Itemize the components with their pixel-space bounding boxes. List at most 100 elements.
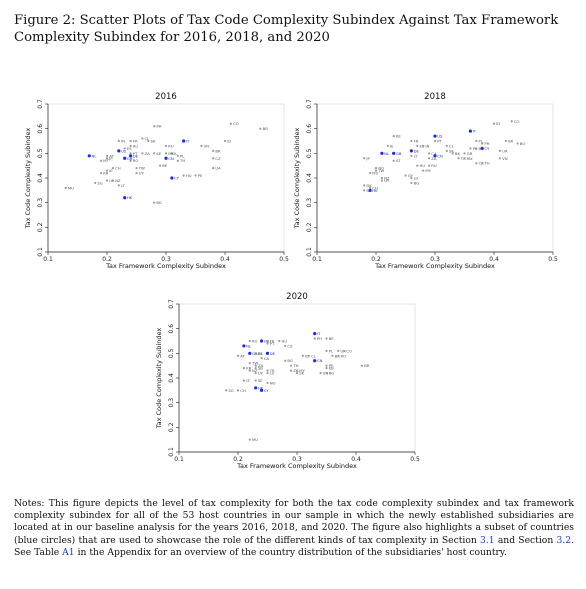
- notes-text-4: in the Appendix for an overview of the c…: [74, 546, 507, 558]
- point-label-kr: KR: [246, 366, 251, 371]
- data-point-ch: [369, 186, 372, 189]
- point-label-pt: PT: [270, 341, 275, 346]
- data-point-it: [313, 332, 317, 336]
- data-point-my: [295, 369, 299, 372]
- data-point-kr: [100, 171, 103, 175]
- x-tick-label: 0.2: [371, 256, 381, 263]
- data-point-us: [117, 149, 121, 153]
- point-label-mx: MX: [168, 151, 174, 156]
- data-point-tw: [248, 362, 251, 365]
- data-point-pt: [129, 152, 132, 155]
- data-point-mx: [164, 152, 168, 155]
- data-point-us: [260, 339, 264, 343]
- point-label-co: CO: [233, 121, 239, 126]
- data-point-hk: [123, 196, 127, 200]
- y-tick-label: 0.6: [37, 124, 44, 134]
- point-label-lt: LT: [121, 183, 126, 188]
- point-label-tw: TW: [377, 168, 384, 173]
- data-point-ua: [498, 149, 501, 152]
- point-label-cl: CL: [145, 136, 151, 141]
- data-point-bk: [451, 152, 454, 155]
- point-label-ru: RU: [168, 143, 174, 148]
- point-label-id: ID: [496, 121, 500, 126]
- data-point-in: [422, 144, 425, 148]
- point-label-hu: HU: [186, 173, 192, 178]
- point-label-tw: TW: [138, 166, 145, 171]
- notes-text-1: Notes: This figure depicts the level of …: [14, 498, 574, 546]
- point-label-cy: CY: [174, 176, 180, 181]
- point-label-id: ID: [305, 353, 309, 358]
- data-point-ru: [164, 144, 168, 148]
- data-point-tr: [457, 157, 460, 160]
- x-axis-label: Tax Framework Complexity Subindex: [105, 262, 226, 270]
- point-label-kr: KR: [103, 171, 108, 176]
- point-label-cn: CN: [317, 358, 323, 363]
- point-label-ph: PH: [317, 336, 322, 341]
- x-tick-label: 0.3: [292, 456, 302, 463]
- section-ref-3-2[interactable]: 3.2: [556, 534, 572, 546]
- point-label-dk: DK: [366, 183, 372, 188]
- data-point-lt: [117, 184, 120, 187]
- point-label-be: BE: [162, 163, 168, 168]
- data-point-mx: [463, 157, 466, 160]
- x-axis-label: Tax Framework Complexity Subindex: [236, 462, 357, 470]
- point-label-ca: CA: [431, 151, 437, 156]
- data-point-cl: [445, 144, 448, 148]
- data-point-bo: [516, 142, 519, 145]
- data-point-gb: [123, 156, 127, 160]
- data-point-ch: [236, 389, 240, 392]
- section-ref-3-1[interactable]: 3.1: [480, 534, 495, 546]
- scatter-plot-2018: 2018 0.1 0.2 0.3 0.4 0.5 0.1 0.2 0.3 0.4 0.5 0.6 0.7…: [293, 88, 563, 278]
- y-axis-label: Tax Code Complexity Subindex: [24, 128, 32, 230]
- data-point-za: [254, 364, 257, 367]
- point-label-no: NO: [270, 380, 276, 385]
- data-point-pt: [433, 139, 437, 143]
- data-point-br: [504, 139, 507, 143]
- point-label-jp: JP: [365, 156, 370, 161]
- table-ref-a1[interactable]: A1: [62, 546, 75, 558]
- point-label-tr: TR: [269, 368, 275, 373]
- point-label-my: MY: [425, 168, 431, 173]
- data-point-se: [254, 379, 257, 382]
- point-label-my: MY: [299, 368, 305, 373]
- point-label-lu: LU: [109, 178, 114, 183]
- point-label-co: CO: [514, 119, 520, 124]
- point-label-br: BR: [508, 139, 514, 144]
- point-label-gb: GB: [127, 156, 133, 161]
- x-tick-label: 0.4: [489, 256, 499, 263]
- point-label-cn: CN: [168, 156, 174, 161]
- y-tick-label: 0.4: [168, 373, 175, 383]
- data-point-id: [223, 139, 227, 143]
- scatter-svg-2016: 2016 0.1 0.2 0.3 0.4 0.5 0.1 0.2 0.3 0.4 0.5 0.6 0.7…: [24, 92, 289, 270]
- data-point-at: [236, 354, 240, 357]
- data-point-th: [481, 162, 484, 165]
- point-label-sg: SG: [366, 188, 371, 193]
- data-point-us: [433, 134, 437, 138]
- data-point-tr: [266, 369, 269, 372]
- point-label-de: DE: [133, 153, 139, 158]
- data-point-br: [212, 149, 215, 152]
- x-axis-label: Tax Framework Complexity Subindex: [374, 262, 495, 270]
- x-tick-label: 0.3: [161, 256, 171, 263]
- point-label-bo: BO: [520, 141, 526, 146]
- data-point-sg: [94, 181, 97, 185]
- chart-title: 2020: [286, 292, 308, 302]
- point-label-ke: KE: [156, 151, 161, 156]
- data-point-il: [170, 152, 173, 155]
- chart-title: 2016: [155, 92, 177, 102]
- point-label-ch: CH: [372, 185, 378, 190]
- point-label-hk: HK: [258, 385, 264, 390]
- scatter-svg-2020: 2020 0.1 0.2 0.3 0.4 0.5 0.1 0.2 0.3 0.4 0.5 0.6 0.7…: [155, 292, 420, 470]
- y-tick-label: 0.5: [306, 148, 313, 158]
- point-label-bg: BG: [414, 180, 420, 185]
- point-label-bg: BG: [156, 200, 162, 205]
- y-tick-label: 0.4: [37, 173, 44, 183]
- y-tick-label: 0.1: [168, 447, 175, 457]
- point-label-tr: TR: [460, 156, 466, 161]
- point-label-cy: CY: [484, 146, 490, 151]
- point-label-cl: CL: [449, 143, 455, 148]
- data-point-za: [428, 157, 431, 160]
- point-label-gr: GR: [467, 151, 473, 156]
- data-point-cz: [284, 344, 287, 348]
- y-tick-label: 0.2: [306, 222, 313, 232]
